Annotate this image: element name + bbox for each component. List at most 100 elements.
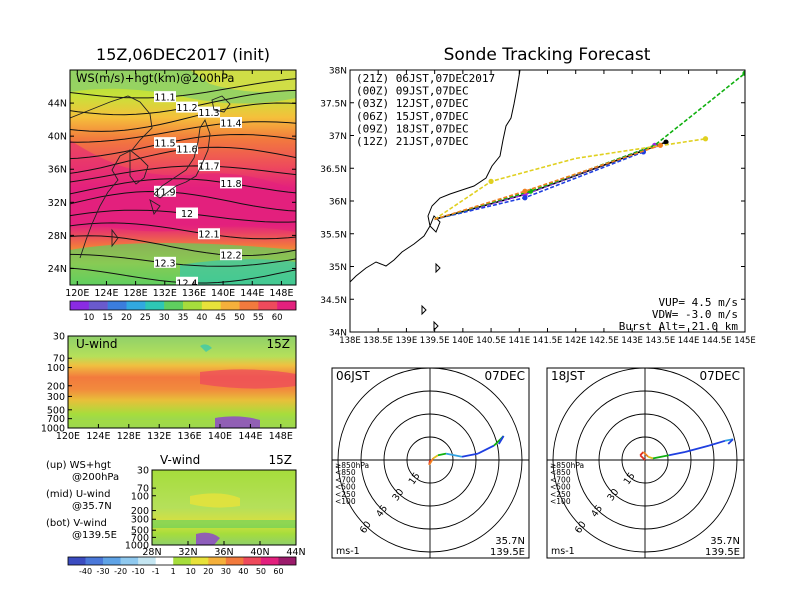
colorbar-swatch [164, 301, 184, 310]
lat-tick-label: 44N [286, 547, 305, 558]
colorbar-tick: 55 [253, 313, 264, 323]
lat-tick-label: 35.5N [320, 230, 347, 240]
colorbar-swatch [107, 301, 127, 310]
colorbar-swatch [277, 301, 297, 310]
hodograph-segment [668, 451, 686, 457]
ws-map-panel: 11.111.2 11.311.411.511.611.711.811.91212… [48, 69, 297, 323]
lat-tick-label: 34.5N [320, 296, 347, 306]
hodograph-unit: ms-1 [551, 546, 575, 557]
track-coastline [350, 70, 521, 332]
lon-tick-label: 142.5E [589, 336, 619, 346]
note-line1: (bot) V-wind [46, 518, 107, 529]
colorbar-swatch [201, 301, 221, 310]
colorbar-tick: 40 [196, 313, 207, 323]
pressure-tick-label: 70 [137, 484, 149, 495]
colorbar-swatch [278, 557, 297, 565]
colorbar-tick: 15 [102, 313, 113, 323]
height-contour [70, 235, 296, 257]
hodograph-level: <850 [550, 468, 571, 477]
contour-label-bg [198, 160, 220, 172]
track-legend-entry: (12Z) 21JST,07DEC [356, 135, 469, 148]
hodograph-segment [642, 451, 649, 458]
hodograph-level: <100 [335, 497, 356, 506]
track-lines [434, 70, 745, 221]
hodograph-segment [498, 435, 505, 445]
contour-label: 11.3 [198, 108, 219, 119]
lon-tick-label: 124E [86, 431, 110, 442]
hodograph-segment [428, 457, 434, 466]
ws-lat-ticks: 44N 40N 36N 32N 28N 24N [48, 99, 296, 275]
hodograph-lat: 35.7N [710, 536, 740, 547]
hodograph-level: <850 [335, 468, 356, 477]
pressure-tick-label: 100 [131, 491, 149, 502]
lat-tick-label: 40N [48, 132, 67, 143]
pressure-tick-label: 700 [47, 414, 65, 425]
lat-tick-label: 37.5N [320, 99, 347, 109]
pressure-tick-label: 700 [131, 533, 149, 544]
lon-tick-label: 148E [269, 288, 293, 299]
colorbar-swatch [88, 301, 108, 310]
track-line [434, 144, 661, 221]
u-lon-ticks: 120E 124E 128E 132E 136E 140E 144E 148E [56, 424, 293, 442]
colorbar-tick: 35 [178, 313, 189, 323]
colorbar-tick: 50 [234, 313, 245, 323]
colorbar-swatch [145, 301, 165, 310]
contour-label-bg [198, 106, 220, 118]
hodograph-level: <100 [550, 497, 571, 506]
lon-tick-label: 141E [508, 336, 530, 346]
colorbar-swatch [208, 557, 227, 565]
pressure-tick-label: 300 [47, 392, 65, 403]
note-line2: @200hPa [72, 472, 119, 483]
note-line1: (up) WS+hgt [46, 460, 111, 471]
hodograph-level: <700 [550, 475, 571, 484]
colorbar-tick: 20 [121, 313, 132, 323]
lon-tick-label: 144E [240, 288, 264, 299]
track-marker [663, 139, 669, 145]
v-colorbar: -40 -30 -20 -10 -1 1 10 20 30 40 50 60 [67, 556, 297, 576]
colorbar-swatch [85, 557, 104, 565]
lon-tick-label: 140E [452, 336, 474, 346]
track-legend-entry: (09Z) 18JST,07DEC [356, 122, 469, 135]
pressure-tick-label: 30 [137, 466, 149, 477]
colorbar-swatch [243, 557, 262, 565]
colorbar-swatch [138, 557, 156, 565]
u-wind-time: 15Z [267, 337, 291, 351]
ws-map-frame [69, 69, 297, 286]
colorbar-tick: 40 [238, 567, 248, 576]
contour-label-bg [154, 137, 176, 149]
hodograph-segment [461, 452, 479, 458]
v-wind-label: V-wind [160, 453, 200, 467]
lon-tick-label: 139E [396, 336, 418, 346]
u-wind-label: U-wind [76, 337, 117, 351]
track-lon-ticks: 138E 138.5E 139E 139.5E 140E 140.5E 141E 141.5E… [339, 70, 756, 346]
lon-tick-label: 124E [94, 288, 118, 299]
pressure-tick-label: 200 [131, 506, 149, 517]
contour-label: 11.2 [176, 103, 197, 114]
u-wind-texture [68, 344, 296, 428]
colorbar-tick: 50 [256, 567, 266, 576]
lon-tick-label: 128E [117, 431, 141, 442]
colorbar-tick: -10 [132, 567, 145, 576]
colorbar-tick: -30 [97, 567, 110, 576]
height-contours: 11.111.2 11.311.4 11.511.611.711.8 11.9 12 12… [70, 78, 296, 285]
pressure-tick-label: 1000 [125, 541, 149, 552]
colorbar-swatch [190, 557, 209, 565]
track-marker [522, 195, 528, 201]
colorbar-swatch [173, 557, 192, 565]
height-contour [70, 178, 296, 195]
hodograph-time: 06JST [336, 369, 370, 383]
lat-tick-label: 28N [142, 547, 161, 558]
contour-label-bg [176, 101, 198, 113]
track-bg [350, 70, 745, 332]
hodograph-date: 07DEC [700, 369, 740, 383]
panel-notes: (up) WS+hgt@200hPa (mid) U-wind@35.7N (bot… [46, 460, 119, 541]
contour-label: 11.7 [198, 162, 219, 173]
lon-tick-label: 139.5E [420, 336, 450, 346]
note-line2: @35.7N [72, 501, 112, 512]
colorbar-swatch [126, 301, 146, 310]
u-wind-frame [67, 335, 297, 429]
track-legend-entry: (03Z) 12JST,07DEC [356, 97, 469, 110]
